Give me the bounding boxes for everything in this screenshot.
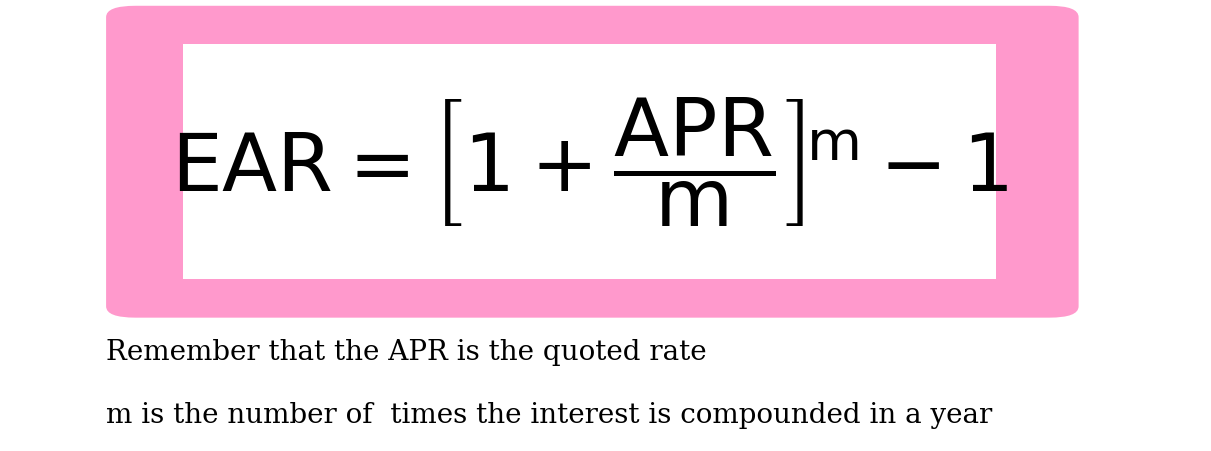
Text: m is the number of  times the interest is compounded in a year: m is the number of times the interest is…	[107, 401, 992, 428]
FancyBboxPatch shape	[107, 7, 1079, 318]
FancyBboxPatch shape	[183, 45, 997, 280]
Text: Remember that the APR is the quoted rate: Remember that the APR is the quoted rate	[107, 338, 707, 365]
Text: $\mathrm{EAR} = \left[1 + \dfrac{\mathrm{APR}}{\mathrm{m}}\right]^{\!\mathrm{m}}: $\mathrm{EAR} = \left[1 + \dfrac{\mathrm…	[171, 96, 1008, 229]
